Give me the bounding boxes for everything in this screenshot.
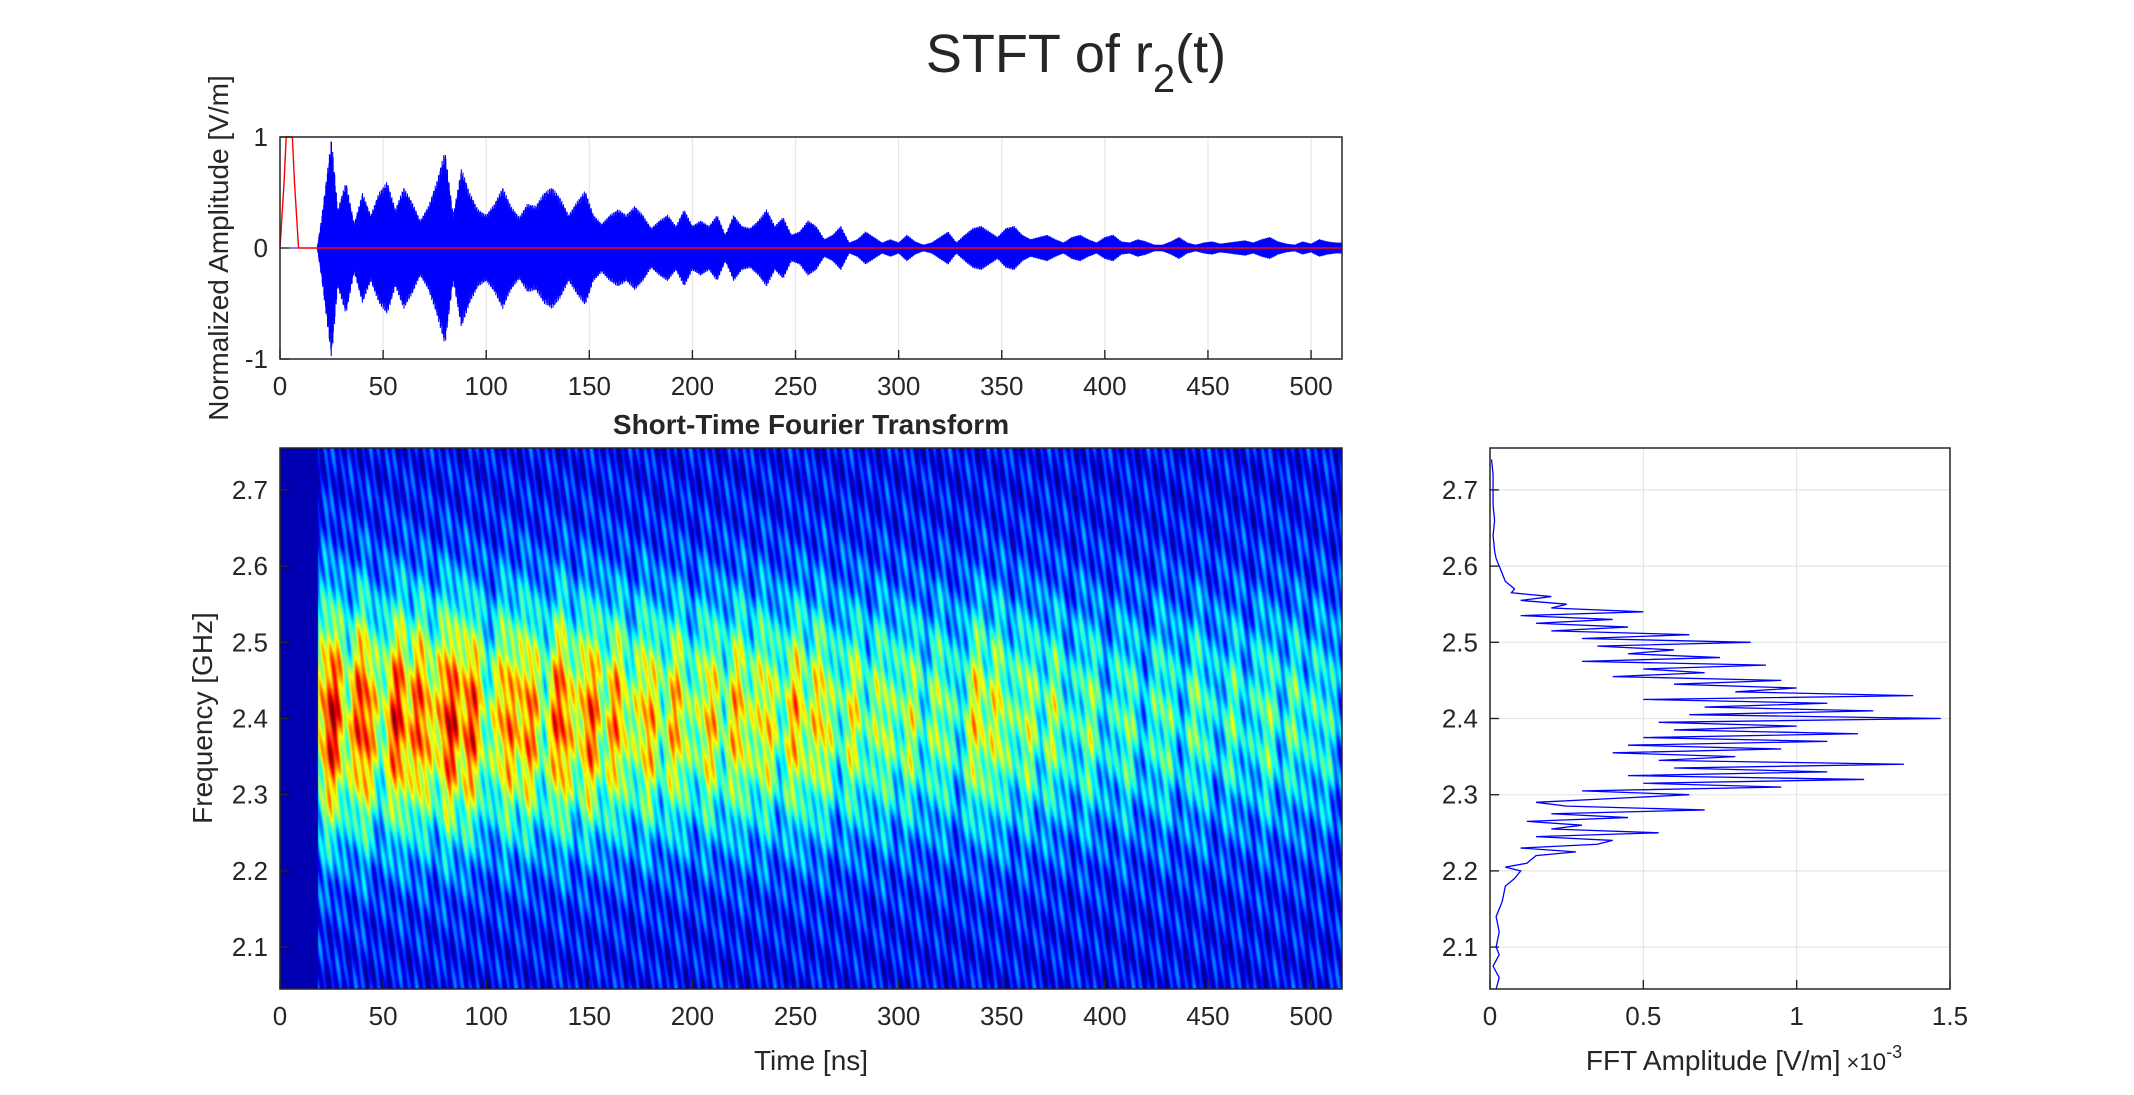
- time-signal-y-tick-label: 1: [254, 122, 268, 152]
- time-signal-y-label: Normalized Amplitude [V/m]: [203, 75, 234, 420]
- fft-x-ticks: 0 0.5 1 1.5: [1483, 980, 1968, 1031]
- stft-x-tick-label: 100: [465, 1001, 508, 1031]
- main-title-tail: (t): [1175, 24, 1226, 84]
- time-signal-x-tick-label: 400: [1083, 371, 1126, 401]
- fft-y-tick-label: 2.2: [1442, 856, 1478, 886]
- time-signal-x-tick-label: 500: [1289, 371, 1332, 401]
- time-signal-x-tick-label: 50: [369, 371, 398, 401]
- stft-y-tick-label: 2.2: [232, 856, 268, 886]
- stft-x-tick-label: 0: [273, 1001, 287, 1031]
- stft-x-tick-label: 150: [568, 1001, 611, 1031]
- stft-x-ticks: 0 50 100 150 200 250 300 350 400 450 500: [273, 980, 1333, 1031]
- fft-y-tick-label: 2.6: [1442, 551, 1478, 581]
- main-title-text: STFT of r: [926, 24, 1153, 84]
- fft-x-tick-label: 0: [1483, 1001, 1497, 1031]
- stft-y-tick-label: 2.6: [232, 551, 268, 581]
- fft-x-tick-label: 0.5: [1625, 1001, 1661, 1031]
- stft-y-tick-label: 2.1: [232, 932, 268, 962]
- stft-heatmap-container: [280, 448, 1342, 989]
- time-signal-x-tick-label: 100: [465, 371, 508, 401]
- stft-y-tick-label: 2.3: [232, 780, 268, 810]
- time-signal-axes: 0 50 100 150 200 250 300 350 400 450 500 -101 Norm…: [203, 75, 1343, 421]
- stft-y-ticks: 2.1 2.2 2.3 2.4 2.5 2.6 2.7: [232, 475, 289, 962]
- fft-x-label: FFT Amplitude [V/m] ×10-3: [1586, 1042, 1902, 1076]
- time-signal-x-tick-label: 250: [774, 371, 817, 401]
- fft-x-exponent-times: ×: [1847, 1050, 1860, 1075]
- fft-series: [1490, 459, 1941, 990]
- stft-heatmap: [280, 448, 1342, 989]
- fft-y-tick-label: 2.7: [1442, 475, 1478, 505]
- fft-y-tick-label: 2.1: [1442, 932, 1478, 962]
- fft-y-ticks: 2.1 2.2 2.3 2.4 2.5 2.6 2.7: [1442, 475, 1499, 962]
- fft-x-exponent: -3: [1886, 1042, 1902, 1062]
- stft-y-tick-label: 2.4: [232, 704, 268, 734]
- stft-x-tick-label: 450: [1186, 1001, 1229, 1031]
- fft-x-tick-label: 1.5: [1932, 1001, 1968, 1031]
- stft-x-tick-label: 250: [774, 1001, 817, 1031]
- main-title-subscript: 2: [1153, 57, 1175, 101]
- stft-x-tick-label: 300: [877, 1001, 920, 1031]
- time-signal-y-tick-label: 0: [254, 233, 268, 263]
- time-signal-y-tick-label: -1: [245, 344, 268, 374]
- stft-x-tick-label: 350: [980, 1001, 1023, 1031]
- stft-y-tick-label: 2.7: [232, 475, 268, 505]
- time-signal-x-ticks: 0 50 100 150 200 250 300 350 400 450 500: [273, 350, 1333, 401]
- fft-y-tick-label: 2.5: [1442, 627, 1478, 657]
- time-signal-y-ticks: -1 0 1: [245, 122, 289, 374]
- fft-axes: 0 0.5 1 1.5 2.1 2.2 2.3 2.4 2.5 2.6 2.7 FFT Ampli…: [1442, 447, 1968, 1076]
- time-signal-x-tick-label: 0: [273, 371, 287, 401]
- time-signal-blue-line: [280, 141, 1343, 357]
- time-signal-x-tick-label: 300: [877, 371, 920, 401]
- stft-x-label: Time [ns]: [754, 1045, 868, 1076]
- stft-x-tick-label: 500: [1289, 1001, 1332, 1031]
- time-signal-x-tick-label: 350: [980, 371, 1023, 401]
- fft-y-tick-label: 2.3: [1442, 780, 1478, 810]
- stft-axes: Short-Time Fourier Transform 0 50 100 150 20…: [187, 409, 1343, 1076]
- stft-y-tick-label: 2.5: [232, 627, 268, 657]
- time-signal-x-tick-label: 150: [568, 371, 611, 401]
- time-signal-x-tick-label: 200: [671, 371, 714, 401]
- stft-title: Short-Time Fourier Transform: [613, 409, 1009, 440]
- stft-x-tick-label: 200: [671, 1001, 714, 1031]
- fft-spectrum-line: [1490, 459, 1941, 990]
- stft-y-label: Frequency [GHz]: [187, 612, 218, 824]
- fft-x-exponent-base: 10: [1859, 1049, 1886, 1076]
- stft-x-tick-label: 50: [369, 1001, 398, 1031]
- main-title: STFT of r2(t): [926, 24, 1226, 101]
- stft-x-tick-label: 400: [1083, 1001, 1126, 1031]
- fft-x-tick-label: 1: [1789, 1001, 1803, 1031]
- time-signal-x-tick-label: 450: [1186, 371, 1229, 401]
- fft-x-label-text: FFT Amplitude [V/m]: [1586, 1045, 1841, 1076]
- fft-y-tick-label: 2.4: [1442, 704, 1478, 734]
